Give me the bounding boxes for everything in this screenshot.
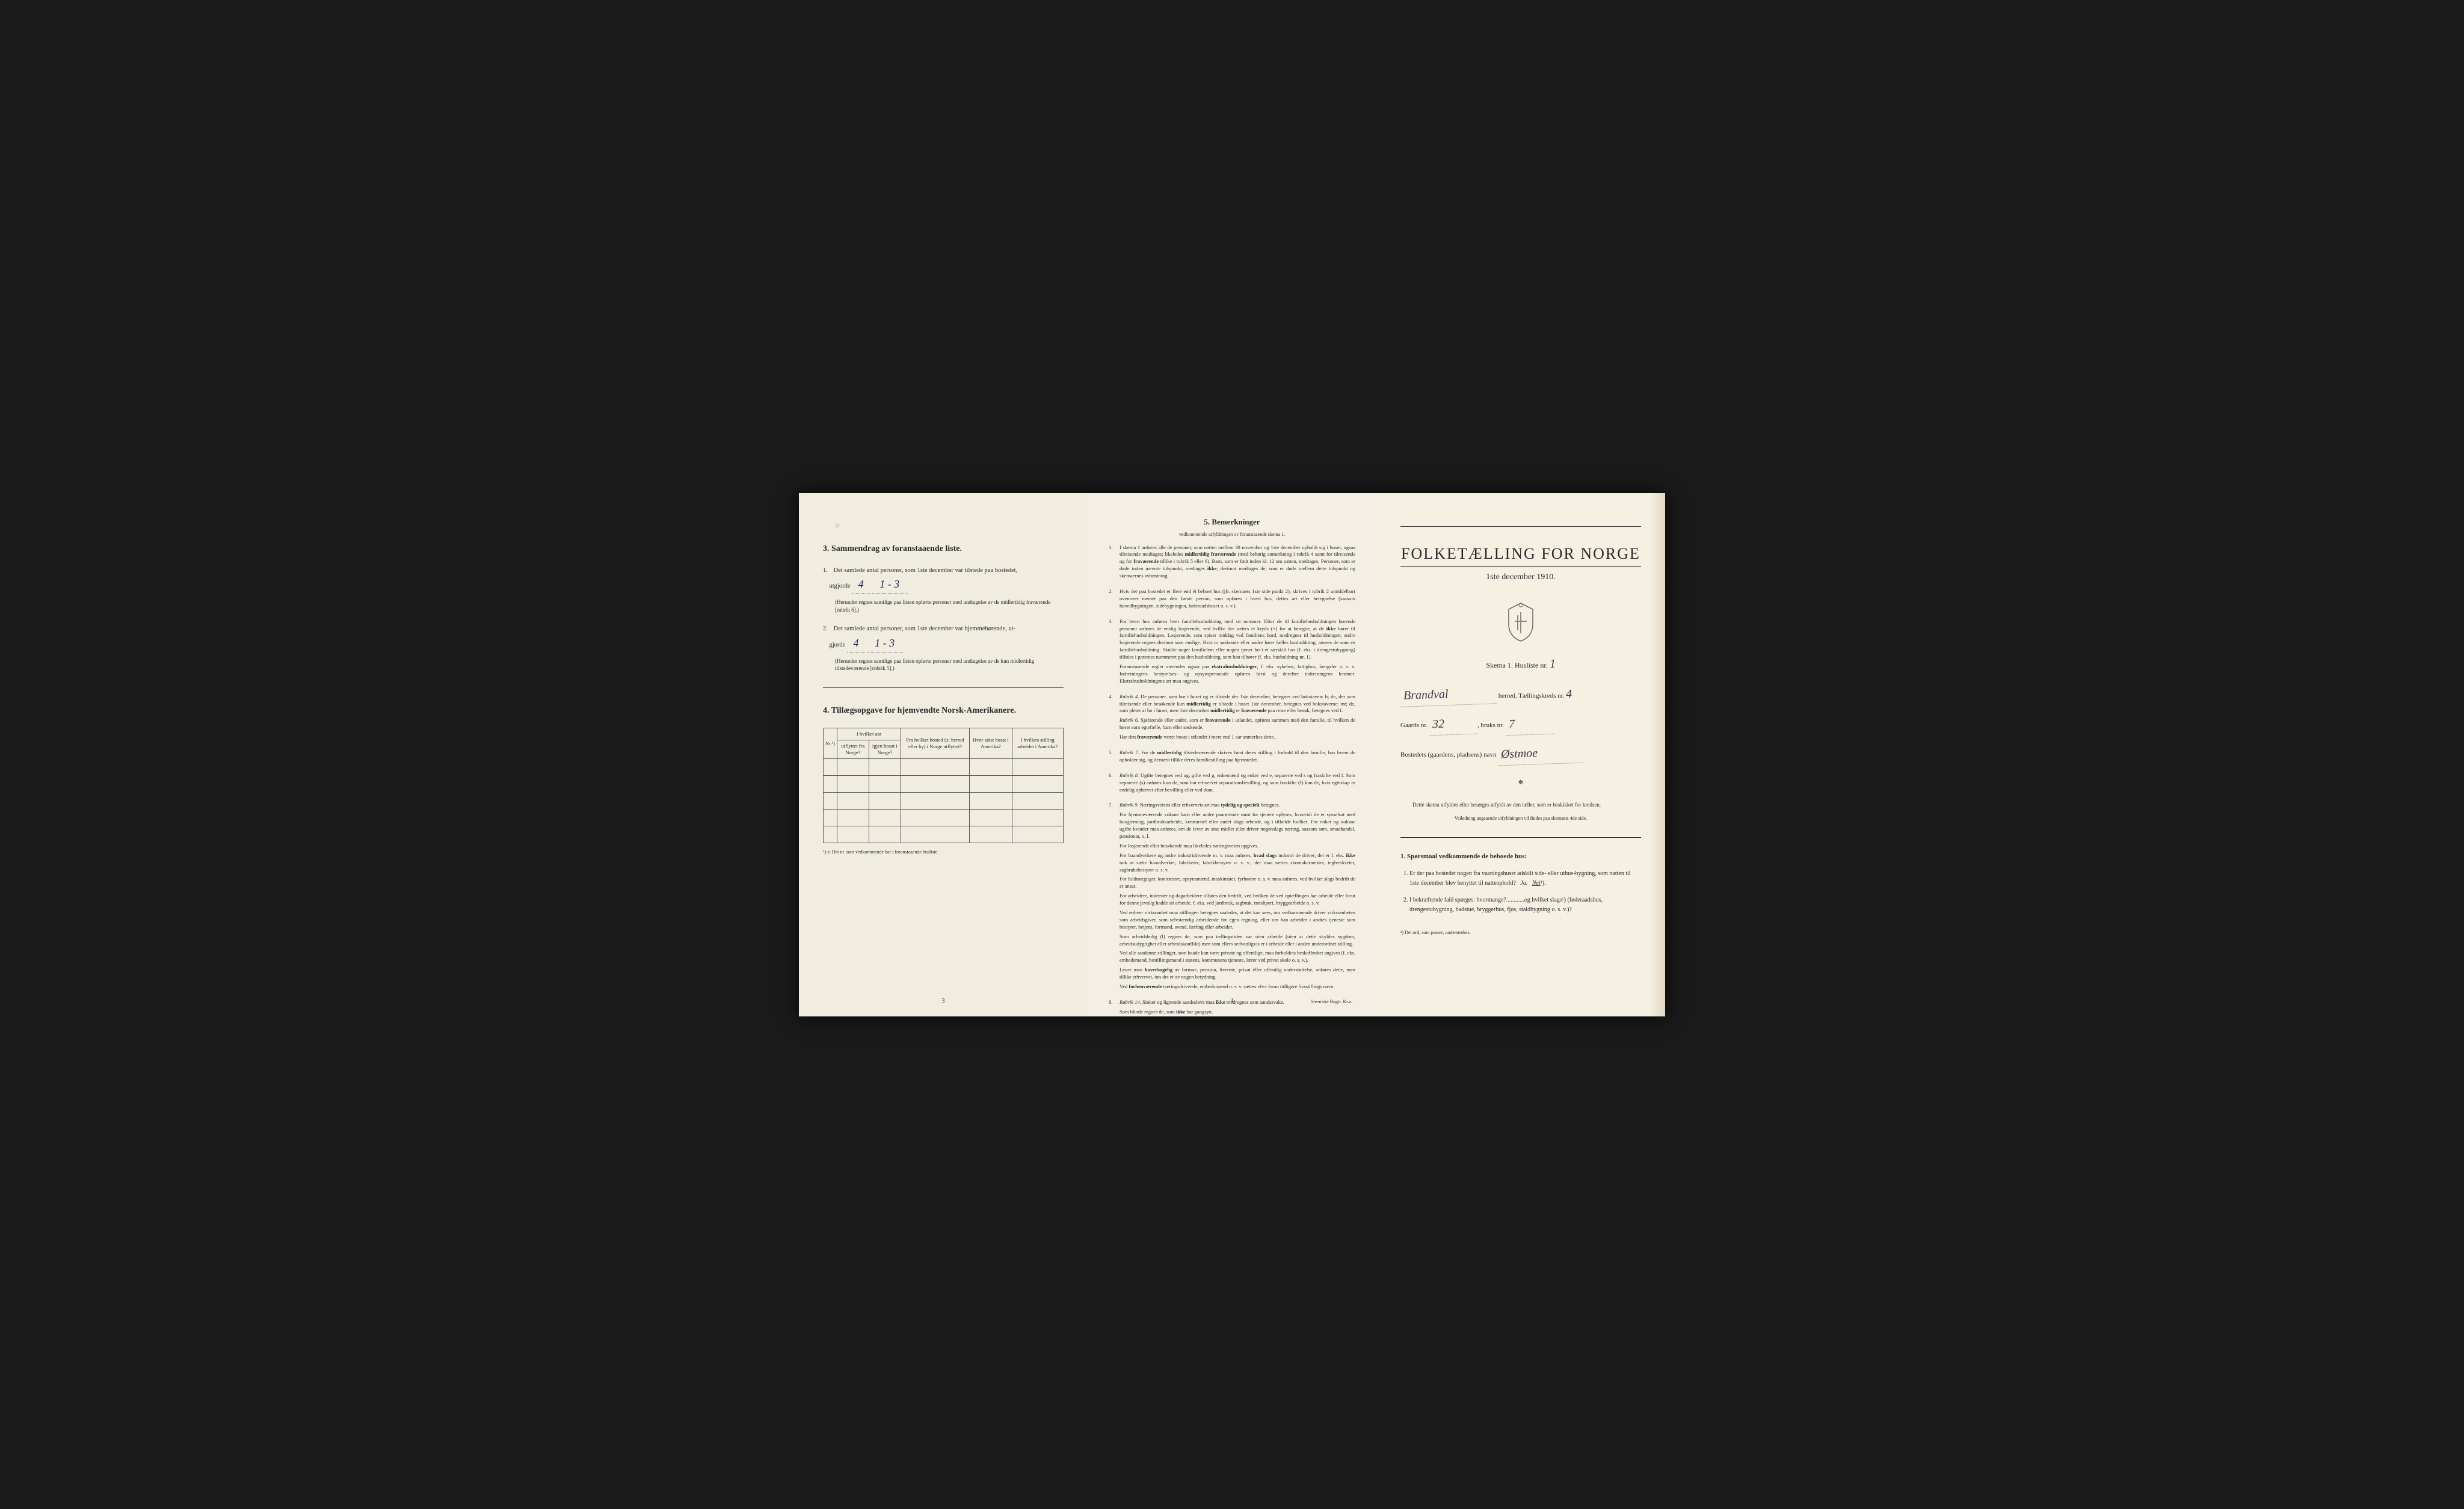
divider bbox=[1400, 837, 1641, 838]
bosted-name: Østmoe bbox=[1498, 740, 1583, 766]
page-4-remarks: 5. Bemerkninger vedkommende utfyldningen… bbox=[1088, 493, 1376, 1016]
section-4-title: 4. Tillægsopgave for hjemvendte Norsk-Am… bbox=[823, 706, 1064, 716]
section-5-subtitle: vedkommende utfyldningen av foranstaaend… bbox=[1109, 532, 1355, 537]
remarks-list: 1.I skema 1 anføres alle de personer, so… bbox=[1109, 544, 1355, 1016]
summary-item-1: 1. Det samlede antal personer, som 1ste … bbox=[823, 566, 1064, 614]
remark-item: 4.Rubrik 4. De personer, som bor i huset… bbox=[1109, 693, 1355, 743]
th-fra: Fra hvilket bosted (ɔ: herred eller by) … bbox=[901, 728, 969, 759]
remark-item: 1.I skema 1 anføres alle de personer, so… bbox=[1109, 544, 1355, 582]
remark-item: 3.For hvert hus anføres hver familiehush… bbox=[1109, 618, 1355, 687]
remark-item: 6.Rubrik 8. Ugifte betegnes ved ug, gift… bbox=[1109, 772, 1355, 796]
page-number: 4 bbox=[1231, 998, 1234, 1004]
remark-item: 7.Rubrik 9. Næringsveiens eller erhverve… bbox=[1109, 802, 1355, 992]
table-row bbox=[824, 776, 1064, 793]
table-row bbox=[824, 759, 1064, 776]
document-date: 1ste december 1910. bbox=[1400, 573, 1641, 582]
th-hvor: Hvor sidst bosat i Amerika? bbox=[970, 728, 1012, 759]
page-1-title: FOLKETÆLLING FOR NORGE 1ste december 191… bbox=[1376, 493, 1665, 1016]
kreds-nr: 4 bbox=[1566, 683, 1572, 704]
separator-mark: ✻ bbox=[1400, 779, 1641, 786]
page-3-summary: 3. Sammendrag av foranstaaende liste. 1.… bbox=[799, 493, 1088, 1016]
bruks-nr: 7 bbox=[1505, 711, 1554, 736]
question-2: I bekræftende fald spørges: hvormange?..… bbox=[1409, 896, 1641, 915]
bosted-line: Bostedets (gaardens, pladsens) navn Østm… bbox=[1400, 742, 1641, 764]
th-igjen: igjen bosat i Norge? bbox=[869, 740, 901, 759]
herred-name: Brandval bbox=[1400, 681, 1497, 707]
herred-line: Brandval herred. Tællingskreds nr. 4 bbox=[1400, 683, 1641, 705]
question-section-title: 1. Spørsmaal vedkommende de beboede hus: bbox=[1400, 853, 1641, 860]
tilstede-extra: 1 - 3 bbox=[872, 576, 908, 594]
table-body bbox=[824, 759, 1064, 843]
table-row bbox=[824, 793, 1064, 810]
page3-footnote: ¹) Det ord, som passer, understrekes. bbox=[1400, 930, 1641, 935]
table-row bbox=[824, 826, 1064, 843]
th-stilling: I hvilken stilling arbeidet i Amerika? bbox=[1012, 728, 1063, 759]
tilstede-count: 4 bbox=[852, 576, 870, 594]
section-3-title: 3. Sammendrag av foranstaaende liste. bbox=[823, 544, 1064, 554]
census-document: 3. Sammendrag av foranstaaende liste. 1.… bbox=[799, 493, 1665, 1016]
table-row bbox=[824, 810, 1064, 826]
divider bbox=[823, 687, 1064, 688]
question-1: Er der paa bostedet nogen fra vaaningshu… bbox=[1409, 869, 1641, 888]
document-title: FOLKETÆLLING FOR NORGE bbox=[1400, 545, 1641, 563]
instruction-text: Dette skema utfyldes eller besørges utfy… bbox=[1400, 801, 1641, 810]
tillaeg-table: Nr.¹) I hvilket aar Fra hvilket bosted (… bbox=[823, 728, 1064, 843]
remark-item: 2.Hvis der paa bostedet er flere end ét … bbox=[1109, 588, 1355, 612]
gaards-line: Gaards nr. 32, bruks nr. 7 bbox=[1400, 713, 1641, 735]
printer-credit: Steen'ske Bogtr. Kr.a. bbox=[1311, 999, 1352, 1004]
norway-crest-icon bbox=[1503, 600, 1539, 642]
th-nr: Nr.¹) bbox=[824, 728, 837, 759]
q1-answer: Nei bbox=[1532, 880, 1541, 887]
hjemme-extra: 1 - 3 bbox=[867, 635, 903, 653]
page-number: 3 bbox=[942, 998, 945, 1004]
hjemme-count: 4 bbox=[847, 635, 865, 653]
summary-item-2: 2. Det samlede antal personer, som 1ste … bbox=[823, 624, 1064, 672]
skema-line: Skema 1. Husliste nr. 1 bbox=[1400, 657, 1641, 671]
th-aar: I hvilket aar bbox=[837, 728, 901, 740]
th-utflyttet: utflyttet fra Norge? bbox=[837, 740, 869, 759]
question-list: Er der paa bostedet nogen fra vaaningshu… bbox=[1409, 869, 1641, 915]
gaards-nr: 32 bbox=[1429, 711, 1477, 736]
table-footnote: ¹) ɔ: Det nr. som vedkommende har i fora… bbox=[823, 849, 1064, 855]
remark-item: 5.Rubrik 7. For de midlertidig tilstedev… bbox=[1109, 749, 1355, 766]
husliste-nr: 1 bbox=[1549, 657, 1556, 671]
veiledning-text: Veiledning angaaende utfyldningen vil fi… bbox=[1400, 815, 1641, 822]
section-5-title: 5. Bemerkninger bbox=[1109, 517, 1355, 527]
